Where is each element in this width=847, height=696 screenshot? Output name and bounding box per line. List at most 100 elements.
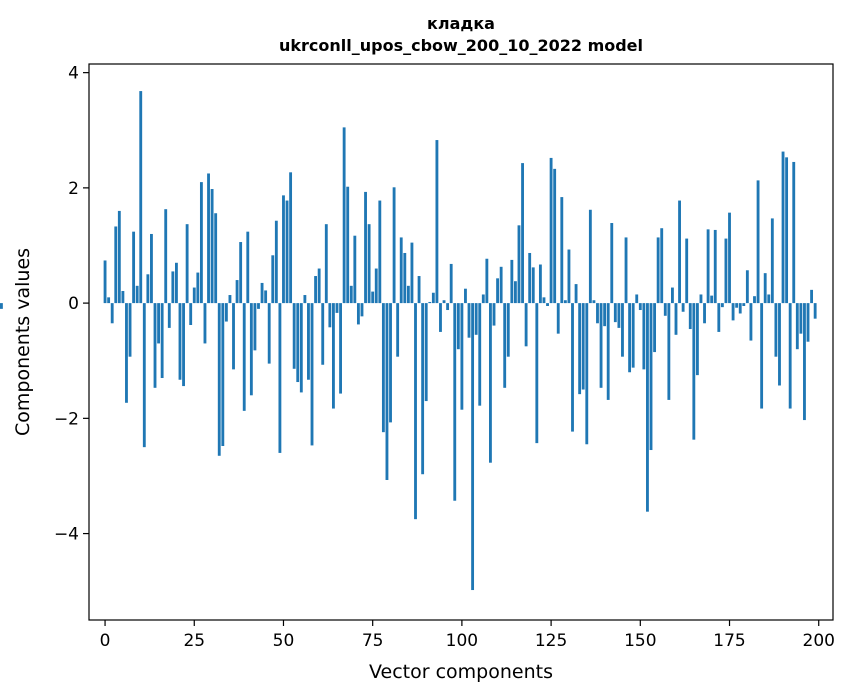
bar-component-14 bbox=[153, 303, 157, 388]
bar-component-132 bbox=[574, 284, 578, 304]
bar-component-31 bbox=[214, 213, 218, 304]
bar-component-3 bbox=[114, 226, 118, 304]
bar-component-86 bbox=[410, 242, 414, 304]
bar-component-174 bbox=[724, 238, 728, 304]
bar-component-115 bbox=[513, 281, 517, 304]
bar-component-158 bbox=[667, 303, 671, 400]
x-tick-label: 175 bbox=[713, 631, 745, 651]
bar-component-133 bbox=[578, 303, 582, 395]
bar-component-153 bbox=[649, 303, 653, 451]
bar-component-139 bbox=[599, 303, 603, 388]
bar-component-170 bbox=[710, 295, 714, 304]
bar-component-110 bbox=[496, 278, 499, 304]
x-tick-label: 75 bbox=[362, 631, 384, 651]
bar-component-126 bbox=[553, 168, 557, 304]
bar-component-34 bbox=[224, 303, 228, 322]
bar-component-57 bbox=[307, 303, 310, 380]
bar-component-142 bbox=[610, 223, 614, 304]
bar-component-76 bbox=[374, 268, 378, 304]
bar-component-120 bbox=[531, 267, 535, 304]
bar-component-61 bbox=[321, 303, 325, 365]
bar-component-46 bbox=[267, 303, 271, 364]
y-tick-label: 2 bbox=[68, 179, 79, 199]
bar-component-60 bbox=[317, 268, 321, 304]
bar-component-101 bbox=[464, 288, 467, 304]
bar-component-12 bbox=[146, 274, 150, 304]
bar-component-1 bbox=[107, 297, 111, 304]
bar-component-107 bbox=[485, 258, 489, 304]
bar-component-168 bbox=[703, 303, 706, 324]
bar-component-27 bbox=[199, 182, 203, 304]
bar-component-24 bbox=[189, 303, 193, 325]
bar-component-100 bbox=[460, 303, 464, 410]
bar-component-141 bbox=[606, 303, 610, 400]
bar-component-182 bbox=[753, 296, 756, 304]
bar-component-167 bbox=[699, 294, 703, 304]
bar-component-30 bbox=[210, 189, 214, 304]
bar-component-179 bbox=[742, 303, 746, 306]
bar-component-121 bbox=[535, 303, 539, 444]
bar-component-2 bbox=[110, 303, 114, 324]
x-tick-label: 0 bbox=[100, 631, 111, 651]
bar-component-64 bbox=[332, 303, 335, 409]
x-tick-label: 150 bbox=[624, 631, 656, 651]
bar-component-51 bbox=[285, 200, 289, 304]
bar-component-93 bbox=[435, 140, 439, 304]
bar-component-47 bbox=[271, 255, 275, 304]
bar-component-9 bbox=[135, 285, 139, 304]
bar-component-105 bbox=[478, 303, 482, 406]
bar-component-55 bbox=[299, 303, 303, 393]
bar-component-83 bbox=[399, 237, 403, 304]
bar-component-131 bbox=[571, 303, 574, 432]
bar-component-87 bbox=[414, 303, 417, 520]
bar-component-48 bbox=[274, 220, 278, 304]
bar-component-104 bbox=[474, 303, 478, 335]
y-tick-label: 0 bbox=[68, 294, 79, 314]
bar-component-22 bbox=[182, 303, 185, 387]
bar-component-84 bbox=[403, 252, 407, 304]
bar-component-16 bbox=[160, 303, 164, 379]
bar-component-32 bbox=[217, 303, 221, 456]
bar-component-7 bbox=[128, 303, 132, 357]
bar-component-6 bbox=[125, 303, 128, 403]
bar-component-73 bbox=[364, 191, 367, 304]
bar-component-23 bbox=[185, 224, 189, 304]
bar-component-99 bbox=[456, 303, 460, 350]
bar-component-112 bbox=[503, 303, 507, 388]
bar-component-171 bbox=[713, 229, 717, 304]
bar-component-140 bbox=[603, 303, 607, 327]
bar-component-192 bbox=[788, 303, 792, 409]
bar-component-19 bbox=[171, 271, 175, 304]
bar-component-20 bbox=[175, 262, 178, 304]
bar-component-176 bbox=[731, 303, 735, 321]
bar-component-62 bbox=[324, 224, 328, 304]
bar-component-103 bbox=[471, 303, 475, 591]
bar-component-40 bbox=[246, 231, 250, 304]
y-axis-ticks: −4 −2 0 2 4 bbox=[54, 64, 89, 545]
bar-component-49 bbox=[278, 303, 282, 453]
bar-component-183 bbox=[756, 180, 760, 304]
bar-component-161 bbox=[678, 200, 681, 304]
bar-component-119 bbox=[528, 252, 532, 304]
bar-component-198 bbox=[810, 289, 814, 304]
bar-component-180 bbox=[745, 270, 749, 304]
bar-component-89 bbox=[421, 303, 425, 475]
bar-component-117 bbox=[521, 163, 524, 304]
bar-component-175 bbox=[728, 212, 731, 304]
bar-component-28 bbox=[203, 303, 207, 344]
bar-component-190 bbox=[781, 151, 785, 304]
bar-component-118 bbox=[524, 303, 528, 347]
bar-component-98 bbox=[453, 303, 457, 501]
bar-component-52 bbox=[289, 172, 293, 304]
x-tick-label: 125 bbox=[535, 631, 567, 651]
bar-component-29 bbox=[207, 173, 210, 304]
bar-component-148 bbox=[631, 303, 635, 368]
bar-component-138 bbox=[596, 303, 599, 324]
bar-component-128 bbox=[560, 197, 564, 304]
bar-component-111 bbox=[499, 266, 503, 304]
bar-component-199 bbox=[813, 303, 817, 319]
bar-component-74 bbox=[367, 224, 371, 304]
x-tick-label: 100 bbox=[446, 631, 478, 651]
bar-component-96 bbox=[446, 303, 450, 311]
